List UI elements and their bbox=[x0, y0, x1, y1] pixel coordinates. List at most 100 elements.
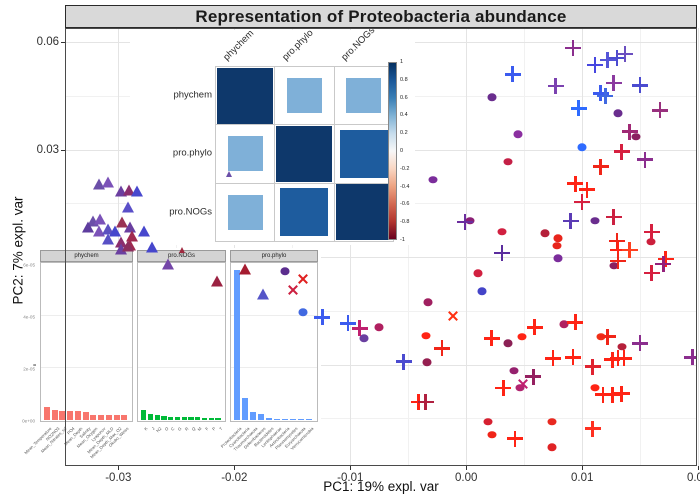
corr-cell bbox=[216, 125, 275, 183]
x-major-gridline bbox=[466, 28, 468, 466]
corr-cell bbox=[216, 67, 275, 125]
x-tick-label: 0.02 bbox=[686, 472, 700, 484]
inset-y-tick-label: 6e-05 bbox=[23, 262, 35, 268]
loading-bar bbox=[181, 416, 187, 420]
x-minor-gridline bbox=[524, 28, 526, 466]
facet-body bbox=[230, 262, 318, 422]
colorbar-tick-label: -1 bbox=[400, 237, 405, 243]
corr-cell bbox=[334, 67, 393, 125]
facet-strip: phychem bbox=[40, 250, 133, 262]
inset-y-tick-label: 2e-05 bbox=[23, 366, 35, 372]
colorbar-tick-label: -0.2 bbox=[400, 165, 410, 172]
corr-square bbox=[280, 188, 329, 237]
inset-y-tick-label: 4e-05 bbox=[23, 314, 35, 320]
facet-body bbox=[40, 262, 133, 422]
loading-bar bbox=[74, 411, 81, 420]
x-minor-gridline bbox=[408, 28, 410, 466]
loading-bar bbox=[161, 416, 167, 420]
facet-gridline bbox=[41, 367, 132, 368]
colorbar-tick-label: 0.4 bbox=[400, 112, 408, 119]
corr-square bbox=[286, 78, 322, 114]
loading-bar bbox=[188, 416, 194, 420]
loading-bar bbox=[51, 410, 58, 420]
loading-bar-label: O bbox=[163, 426, 170, 432]
x-tick-label: -0.03 bbox=[105, 472, 132, 484]
facet-body bbox=[137, 262, 226, 422]
y-tick-label: 0.03 bbox=[36, 143, 59, 156]
x-tick-mark bbox=[118, 466, 120, 470]
x-tick-label: 0.01 bbox=[570, 472, 594, 484]
y-tick-mark bbox=[61, 41, 65, 43]
colorbar-tick-label: 0.6 bbox=[400, 94, 408, 101]
correlation-matrix-inset: phychem phychem pro.phylo pro.phylo pro.NOGs… bbox=[130, 25, 415, 245]
x-tick-mark bbox=[466, 466, 468, 470]
colorbar-tick-label: -0.8 bbox=[400, 219, 410, 226]
corr-row-label: pro.phylo bbox=[172, 147, 212, 159]
facet-strip-label: pro.phylo bbox=[261, 253, 287, 259]
loading-bar-label: N2 bbox=[154, 426, 163, 434]
loading-bar-label: Q bbox=[190, 426, 197, 432]
corr-col-label: pro.phylo bbox=[280, 27, 316, 63]
loading-bar bbox=[208, 417, 214, 420]
x-tick-mark bbox=[234, 466, 236, 470]
loading-bar-label: G bbox=[176, 426, 183, 432]
x-minor-gridline bbox=[292, 28, 294, 466]
facet-panel: pro.NOGs K J N2 O C G R Q M F P T bbox=[137, 250, 226, 464]
loading-bar bbox=[141, 410, 147, 420]
x-minor-gridline bbox=[176, 28, 178, 466]
loading-bar-label: F bbox=[204, 426, 210, 432]
corr-cell bbox=[334, 183, 393, 241]
plot-title: Representation of Proteobacteria abundan… bbox=[195, 6, 567, 26]
loading-bar bbox=[242, 397, 249, 420]
y-major-gridline bbox=[65, 364, 697, 366]
x-minor-gridline bbox=[640, 28, 642, 466]
corr-cell bbox=[334, 125, 393, 183]
y-tick-mark bbox=[61, 149, 65, 151]
facet-panel: phychem Mean_Temperature NO2NO3 Mean_Nitrat… bbox=[23, 250, 133, 464]
loading-bar bbox=[59, 411, 66, 420]
loading-bar bbox=[201, 417, 207, 420]
loading-bar bbox=[98, 415, 105, 420]
x-major-gridline bbox=[582, 28, 584, 466]
loading-bar-label: T bbox=[217, 426, 224, 432]
plot-title-strip: Representation of Proteobacteria abundan… bbox=[65, 5, 697, 28]
loading-bar-label: M bbox=[196, 426, 203, 433]
corr-square bbox=[227, 194, 263, 230]
loading-bar-label: P bbox=[210, 426, 217, 432]
corr-row-label: pro.NOGs bbox=[169, 206, 212, 218]
loading-bar bbox=[44, 407, 51, 420]
colorbar-tick-label: -0.4 bbox=[400, 183, 410, 190]
y-minor-gridline bbox=[65, 310, 697, 312]
x-major-gridline bbox=[350, 28, 352, 466]
loading-bar bbox=[282, 418, 289, 420]
x-major-gridline bbox=[698, 28, 700, 466]
facet-panel: pro.phylo Proteobacteria Cyanobacteria Thau… bbox=[220, 250, 318, 464]
corr-square bbox=[227, 136, 263, 172]
loading-bar bbox=[298, 418, 305, 420]
x-major-gridline bbox=[234, 28, 236, 466]
corr-cell bbox=[275, 67, 334, 125]
loading-bar bbox=[67, 411, 74, 420]
loading-bar bbox=[113, 415, 120, 420]
loading-bar bbox=[306, 418, 313, 420]
loading-bar bbox=[195, 416, 201, 420]
x-tick-mark bbox=[582, 466, 584, 470]
loading-bar bbox=[90, 415, 97, 420]
corr-cell bbox=[275, 183, 334, 241]
loading-bar bbox=[290, 418, 297, 420]
loading-bar bbox=[147, 414, 153, 420]
loading-bar-label: K bbox=[143, 426, 149, 432]
facet-gridline bbox=[138, 367, 225, 368]
loading-bar bbox=[266, 417, 273, 420]
facet-gridline bbox=[231, 315, 317, 316]
colorbar-tick-label: -0.6 bbox=[400, 201, 410, 208]
corr-square bbox=[276, 125, 333, 182]
colorbar-tick-label: 0.8 bbox=[400, 76, 408, 83]
loading-bar bbox=[250, 412, 257, 420]
colorbar-tick-label: 1 bbox=[400, 59, 404, 65]
corr-square bbox=[335, 184, 392, 241]
corr-row-label: phychem bbox=[173, 89, 212, 101]
y-tick-label: 0.06 bbox=[36, 35, 59, 48]
inset-y-tick-label: 0e+00 bbox=[22, 418, 35, 424]
corr-square bbox=[346, 78, 382, 114]
